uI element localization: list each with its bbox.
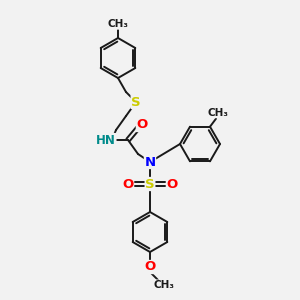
Text: HN: HN <box>96 134 116 146</box>
Text: O: O <box>122 178 134 190</box>
Text: S: S <box>145 178 155 190</box>
Text: CH₃: CH₃ <box>208 108 229 118</box>
Text: S: S <box>131 95 141 109</box>
Text: CH₃: CH₃ <box>107 19 128 29</box>
Text: O: O <box>167 178 178 190</box>
Text: CH₃: CH₃ <box>154 280 175 290</box>
Text: O: O <box>144 260 156 274</box>
Text: N: N <box>144 155 156 169</box>
Text: O: O <box>136 118 148 131</box>
